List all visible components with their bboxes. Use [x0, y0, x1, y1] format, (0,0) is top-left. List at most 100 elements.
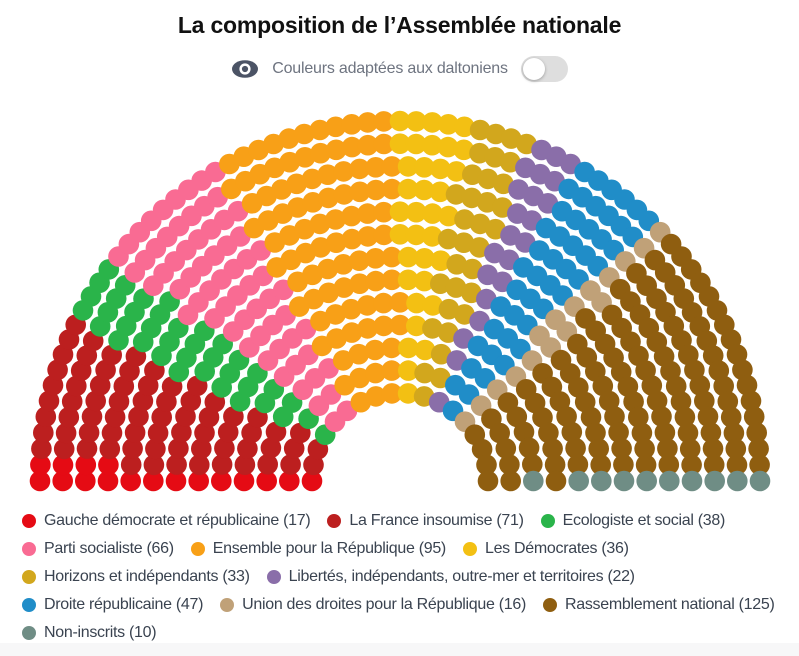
- seat-dot[interactable]: Gauche démocrate et républicaine: [52, 470, 73, 492]
- seat-dot[interactable]: Ensemble pour la République: [357, 112, 379, 133]
- seat-dot[interactable]: Rassemblement national: [613, 454, 634, 475]
- seat-dot[interactable]: Ensemble pour la République: [325, 232, 347, 253]
- seat-dot[interactable]: Horizons et indépendants: [446, 253, 468, 275]
- seat-dot[interactable]: Ensemble pour la République: [389, 292, 411, 313]
- seat-dot[interactable]: Horizons et indépendants: [437, 228, 459, 250]
- seat-dot[interactable]: Non-inscrits: [659, 470, 680, 492]
- seat-dot[interactable]: Les Démocrates: [414, 339, 436, 361]
- seat-dot[interactable]: Rassemblement national: [670, 391, 692, 412]
- seat-dot[interactable]: Gauche démocrate et républicaine: [97, 470, 119, 492]
- seat-dot[interactable]: Rassemblement national: [720, 406, 742, 428]
- seat-dot[interactable]: La France insoumise: [99, 438, 121, 460]
- seat-dot[interactable]: Rassemblement national: [598, 390, 620, 412]
- seat-dot[interactable]: Non-inscrits: [727, 470, 748, 492]
- seat-dot[interactable]: Rassemblement national: [590, 454, 611, 476]
- seat-dot[interactable]: Horizons et indépendants: [422, 318, 443, 339]
- seat-dot[interactable]: Les Démocrates: [438, 205, 459, 227]
- seat-dot[interactable]: Rassemblement national: [544, 454, 566, 476]
- seat-dot[interactable]: Rassemblement national: [717, 391, 739, 412]
- seat-dot[interactable]: La France insoumise: [124, 422, 146, 443]
- seat-dot[interactable]: La France insoumise: [260, 437, 282, 459]
- colorblind-toggle[interactable]: [520, 56, 568, 82]
- seat-dot[interactable]: La France insoumise: [303, 454, 324, 476]
- seat-dot[interactable]: La France insoumise: [61, 391, 83, 412]
- seat-dot[interactable]: La France insoumise: [147, 422, 169, 444]
- seat-dot[interactable]: Rassemblement national: [635, 454, 657, 476]
- seat-dot[interactable]: Les Démocrates: [405, 224, 427, 246]
- seat-dot[interactable]: Les Démocrates: [406, 201, 427, 223]
- seat-dot[interactable]: Rassemblement national: [513, 421, 535, 443]
- seat-dot[interactable]: Ensemble pour la République: [341, 322, 363, 343]
- seat-dot[interactable]: La France insoumise: [237, 438, 258, 459]
- seat-dot[interactable]: Horizons et indépendants: [445, 184, 467, 205]
- seat-dot[interactable]: Ensemble pour la République: [373, 292, 394, 314]
- seat-dot[interactable]: Ensemble pour la République: [365, 362, 386, 384]
- seat-dot[interactable]: La France insoumise: [101, 422, 123, 444]
- seat-dot[interactable]: Les Démocrates: [398, 360, 419, 381]
- seat-dot[interactable]: Non-inscrits: [681, 470, 703, 492]
- seat-dot[interactable]: Ensemble pour la République: [365, 247, 386, 269]
- seat-dot[interactable]: Ensemble pour la République: [365, 386, 387, 407]
- seat-dot[interactable]: Ensemble pour la République: [294, 147, 316, 168]
- seat-dot[interactable]: La France insoumise: [85, 390, 106, 412]
- seat-dot[interactable]: Rassemblement national: [477, 470, 499, 492]
- seat-dot[interactable]: Ensemble pour la République: [348, 343, 370, 365]
- seat-dot[interactable]: Ensemble pour la République: [325, 139, 347, 161]
- seat-dot[interactable]: Ensemble pour la République: [381, 178, 403, 200]
- seat-dot[interactable]: Les Démocrates: [397, 383, 419, 404]
- seat-dot[interactable]: Gauche démocrate et républicaine: [29, 470, 51, 492]
- seat-dot[interactable]: Ensemble pour la République: [286, 173, 307, 195]
- seat-dot[interactable]: Rassemblement national: [748, 438, 769, 460]
- seat-dot[interactable]: Les Démocrates: [397, 178, 419, 200]
- seat-dot[interactable]: Ensemble pour la République: [357, 226, 379, 247]
- seat-dot[interactable]: Ensemble pour la République: [349, 181, 371, 203]
- seat-dot[interactable]: Ensemble pour la République: [310, 237, 332, 258]
- seat-dot[interactable]: Ensemble pour la République: [333, 161, 354, 182]
- seat-dot[interactable]: Rassemblement national: [500, 470, 521, 492]
- seat-dot[interactable]: Les Démocrates: [414, 247, 435, 269]
- seat-dot[interactable]: Ensemble pour la République: [373, 315, 395, 337]
- seat-dot[interactable]: Ensemble pour la République: [325, 304, 346, 325]
- seat-dot[interactable]: La France insoumise: [234, 454, 256, 476]
- seat-dot[interactable]: Rassemblement national: [499, 454, 520, 475]
- seat-dot[interactable]: La France insoumise: [104, 406, 126, 428]
- seat-dot[interactable]: Ensemble pour la République: [333, 184, 355, 205]
- seat-dot[interactable]: Ensemble pour la République: [341, 114, 363, 135]
- seat-dot[interactable]: La France insoumise: [151, 406, 172, 428]
- seat-dot[interactable]: Ensemble pour la République: [301, 168, 323, 190]
- seat-dot[interactable]: Les Démocrates: [397, 156, 419, 177]
- seat-dot[interactable]: Rassemblement national: [713, 375, 734, 397]
- seat-dot[interactable]: Rassemblement national: [623, 391, 644, 413]
- seat-dot[interactable]: Les Démocrates: [389, 224, 411, 245]
- seat-dot[interactable]: Gauche démocrate et républicaine: [256, 470, 278, 492]
- seat-dot[interactable]: Ensemble pour la République: [309, 213, 331, 235]
- seat-dot[interactable]: La France insoumise: [217, 421, 239, 443]
- seat-dot[interactable]: Non-inscrits: [613, 470, 635, 492]
- seat-dot[interactable]: Les Démocrates: [422, 112, 443, 133]
- seat-dot[interactable]: Les Démocrates: [405, 133, 427, 155]
- seat-dot[interactable]: Ensemble pour la République: [381, 383, 403, 404]
- seat-dot[interactable]: Rassemblement national: [700, 422, 722, 443]
- seat-dot[interactable]: Ensemble pour la République: [318, 187, 339, 209]
- seat-dot[interactable]: Les Démocrates: [414, 270, 435, 292]
- seat-dot[interactable]: Gauche démocrate et républicaine: [301, 470, 323, 492]
- seat-dot[interactable]: Rassemblement national: [585, 422, 606, 444]
- seat-dot[interactable]: Ensemble pour la République: [317, 258, 339, 280]
- seat-dot[interactable]: Les Démocrates: [413, 179, 435, 201]
- seat-dot[interactable]: Horizons et indépendants: [438, 298, 460, 320]
- seat-dot[interactable]: Ensemble pour la République: [389, 314, 411, 336]
- seat-dot[interactable]: Gauche démocrate et républicaine: [279, 470, 300, 492]
- seat-dot[interactable]: Ensemble pour la République: [341, 136, 363, 158]
- seat-dot[interactable]: Rassemblement national: [723, 422, 745, 444]
- seat-dot[interactable]: Ensemble pour la République: [293, 123, 315, 145]
- seat-dot[interactable]: Les Démocrates: [430, 250, 452, 271]
- seat-dot[interactable]: Horizons et indépendants: [469, 142, 490, 164]
- seat-dot[interactable]: Ensemble pour la République: [381, 156, 403, 177]
- seat-dot[interactable]: Gauche démocrate et républicaine: [188, 470, 209, 492]
- seat-dot[interactable]: Les Démocrates: [398, 337, 419, 359]
- seat-dot[interactable]: Les Démocrates: [397, 246, 419, 268]
- seat-dot[interactable]: Rassemblement national: [646, 390, 668, 412]
- seat-dot[interactable]: Rassemblement national: [658, 454, 680, 476]
- seat-dot[interactable]: Ensemble pour la République: [332, 350, 354, 371]
- seat-dot[interactable]: La France insoumise: [120, 454, 142, 476]
